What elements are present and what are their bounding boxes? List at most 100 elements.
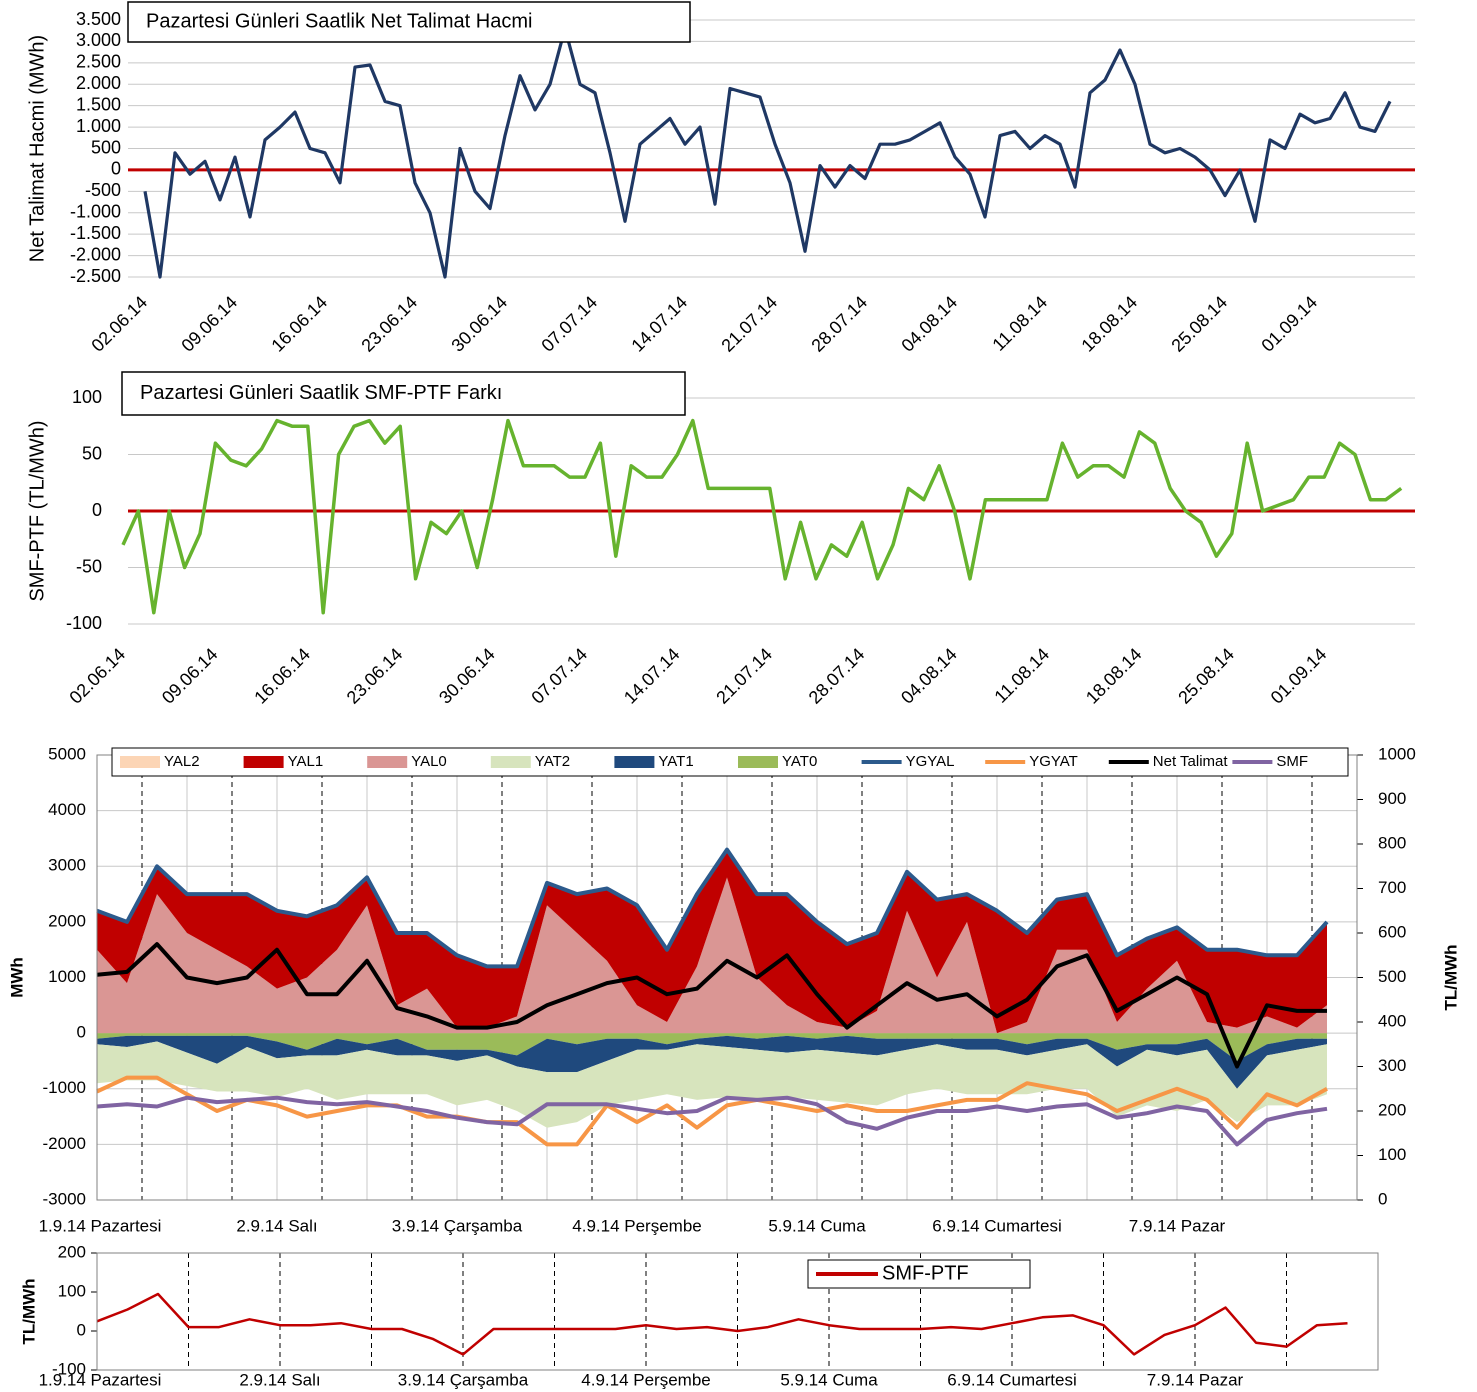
y-axis-title: Net Talimat Hacmi (MWh) (26, 35, 48, 262)
y-tick-label: 50 (82, 443, 102, 463)
y2-tick-label: 1000 (1378, 744, 1416, 763)
y-tick-label: -1000 (43, 1078, 86, 1097)
x-tick-label: 23.06.14 (343, 644, 407, 708)
y-tick-label: 0 (111, 159, 121, 179)
y-tick-label: 2000 (48, 911, 86, 930)
y-tick-label: -3000 (43, 1189, 86, 1208)
y-tick-label: 500 (91, 137, 121, 157)
y-tick-label: 3.500 (76, 9, 121, 29)
x-tick-label: 5.9.14 Cuma (780, 1370, 878, 1389)
x-tick-label: 11.08.14 (988, 292, 1051, 355)
legend-label: YAL2 (164, 753, 200, 770)
x-tick-label: 04.08.14 (897, 292, 961, 356)
series-line (96, 1075, 1328, 1147)
x-tick-label: 1.9.14 Pazartesi (39, 1216, 162, 1235)
x-tick-label: 4.9.14 Perşembe (572, 1216, 701, 1235)
y-tick-label: 2.000 (76, 73, 121, 93)
plot-frame (96, 1252, 1379, 1371)
legend-label: YAL0 (411, 753, 447, 770)
y-tick-label: -2.500 (70, 266, 121, 286)
x-tick-label: 25.08.14 (1167, 292, 1231, 356)
y-tick-label: 200 (58, 1242, 86, 1261)
x-tick-label: 6.9.14 Cumartesi (947, 1370, 1076, 1389)
chart-title: Pazartesi Günleri Saatlik Net Talimat Ha… (146, 10, 532, 32)
y-tick-label: 3000 (48, 856, 86, 875)
y-axis-title: TL/MWh (19, 1278, 38, 1344)
y2-tick-label: 400 (1378, 1011, 1406, 1030)
stacked-area (97, 877, 1327, 1034)
legend-label: YAL1 (288, 753, 324, 770)
x-tick-label: 09.06.14 (177, 292, 241, 356)
stacked-area (97, 1035, 1327, 1089)
y2-tick-label: 900 (1378, 789, 1406, 808)
stacked-area (97, 1041, 1327, 1128)
legend-swatch (120, 756, 160, 768)
x-tick-label: 23.06.14 (357, 292, 421, 356)
x-tick-label: 30.06.14 (447, 292, 511, 356)
y2-tick-label: 500 (1378, 967, 1406, 986)
y-tick-label: 1.500 (76, 94, 121, 114)
series-line (96, 942, 1327, 1069)
y-tick-label: 0 (77, 1023, 86, 1042)
y2-tick-label: 800 (1378, 833, 1406, 852)
series-line (96, 847, 1329, 969)
y-axis-title: SMF-PTF (TL/MWh) (26, 420, 48, 601)
x-tick-label: 7.9.14 Pazar (1129, 1216, 1226, 1235)
x-tick-label: 14.07.14 (627, 292, 691, 356)
y-tick-label: 1.000 (76, 116, 121, 136)
legend-label: YGYAT (1029, 753, 1078, 770)
y2-tick-label: 700 (1378, 878, 1406, 897)
x-tick-label: 28.07.14 (805, 644, 869, 708)
x-tick-label: 02.06.14 (65, 644, 129, 708)
legend-label: Net Talimat (1153, 753, 1229, 770)
x-tick-label: 30.06.14 (435, 644, 499, 708)
y2-tick-label: 300 (1378, 1056, 1406, 1075)
y2-axis-title: TL/MWh (1441, 944, 1460, 1010)
x-tick-label: 2.9.14 Salı (239, 1370, 320, 1389)
title-box (127, 1, 691, 43)
x-tick-label: 2.9.14 Salı (236, 1216, 317, 1235)
legend-swatch (490, 756, 531, 768)
x-tick-label: 7.9.14 Pazar (1147, 1370, 1244, 1389)
x-tick-label: 04.08.14 (897, 644, 961, 708)
x-tick-label: 28.07.14 (807, 292, 871, 356)
series-line (96, 1095, 1328, 1147)
y-tick-label: -50 (76, 556, 102, 576)
x-tick-label: 01.09.14 (1257, 292, 1321, 356)
legend-label: SMF-PTF (882, 1262, 969, 1284)
x-tick-label: 07.07.14 (537, 292, 601, 356)
legend-label: YGYAL (906, 753, 955, 770)
legend-swatch (367, 756, 408, 768)
x-tick-label: 07.07.14 (527, 644, 591, 708)
y-tick-label: -500 (85, 180, 121, 200)
x-tick-label: 3.9.14 Çarşamba (392, 1216, 523, 1235)
x-tick-label: 21.07.14 (712, 644, 776, 708)
chart-title: Pazartesi Günleri Saatlik SMF-PTF Farkı (140, 382, 502, 404)
x-tick-label: 01.09.14 (1267, 644, 1331, 708)
x-tick-label: 11.08.14 (990, 644, 1053, 707)
y-tick-label: -100 (52, 1359, 86, 1378)
y-tick-label: -2.000 (70, 244, 121, 264)
legend-swatch (738, 756, 778, 768)
x-tick-label: 25.08.14 (1174, 644, 1238, 708)
y-tick-label: 0 (92, 500, 102, 520)
x-tick-label: 14.07.14 (620, 644, 684, 708)
legend-swatch (614, 756, 655, 768)
x-tick-label: 21.07.14 (717, 292, 781, 356)
x-tick-label: 5.9.14 Cuma (768, 1216, 866, 1235)
x-tick-label: 16.06.14 (267, 292, 331, 356)
series-line (121, 418, 1403, 615)
legend-label: YAT1 (658, 753, 693, 770)
x-tick-label: 18.08.14 (1082, 644, 1146, 708)
y-tick-label: -2000 (43, 1134, 86, 1153)
y2-tick-label: 100 (1378, 1145, 1406, 1164)
y-tick-label: 2.500 (76, 52, 121, 72)
stacked-area (97, 1033, 1327, 1061)
y-tick-label: 4000 (48, 800, 86, 819)
legend-label: YAT0 (782, 753, 817, 770)
x-tick-label: 16.06.14 (250, 644, 314, 708)
y-tick-label: -1.000 (70, 202, 121, 222)
x-tick-label: 09.06.14 (158, 644, 222, 708)
series-line (96, 1292, 1348, 1356)
